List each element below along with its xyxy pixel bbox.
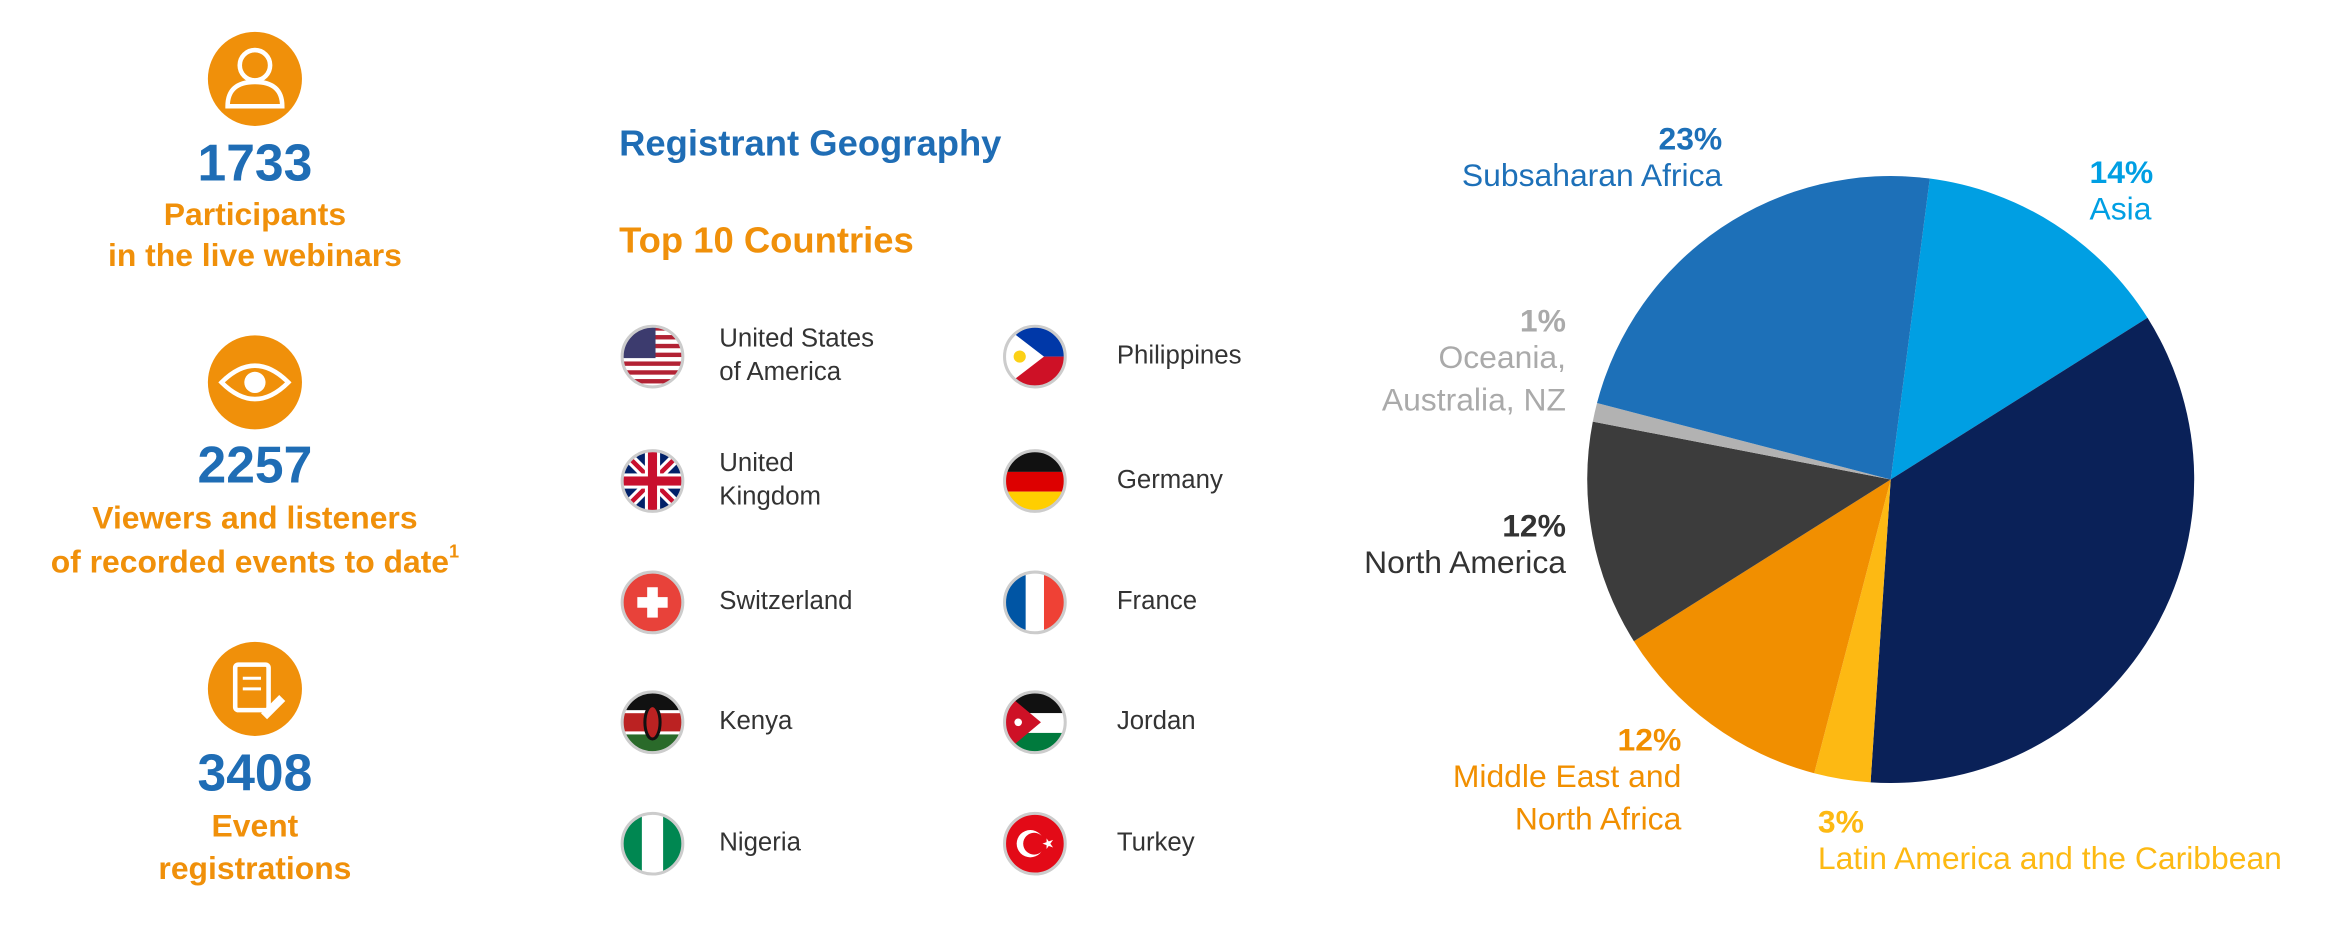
flag-part	[622, 361, 683, 366]
stat-label-line: Participants	[164, 196, 346, 232]
stat-label-line: Event	[212, 808, 299, 844]
country-name: Kenya	[719, 707, 793, 735]
flag-part	[647, 450, 658, 512]
pie-slice	[1592, 403, 1891, 480]
pie-slice	[1870, 317, 2195, 783]
flag-image	[622, 572, 683, 633]
stat-label: of recorded events to date1	[51, 541, 459, 580]
flag-border	[620, 570, 685, 635]
flag-border	[620, 811, 685, 876]
pie-slice	[1814, 479, 1891, 783]
country-flag	[620, 690, 685, 755]
stat-number: 2257	[198, 436, 313, 494]
flag-image	[622, 813, 683, 875]
stat-label: Viewers and listeners	[92, 500, 417, 536]
flag-part	[1025, 572, 1044, 633]
stat-number: 3408	[198, 744, 313, 802]
flag-part	[1023, 832, 1046, 855]
slice-percent: 3%	[1818, 803, 1864, 839]
country-name: of America	[719, 358, 841, 386]
country-name: United States	[719, 325, 874, 353]
stat-label-line: Viewers and listeners	[92, 500, 417, 536]
country-flag	[1003, 449, 1067, 513]
flag-image	[622, 450, 683, 512]
viewers-icon	[207, 335, 302, 430]
country-flag	[1003, 811, 1067, 876]
flag-part	[622, 379, 683, 384]
country-flag	[1003, 570, 1067, 635]
country-name: Switzerland	[719, 587, 852, 615]
slice-label: Latin America and the Caribbean	[1818, 840, 2282, 876]
participants-icon	[207, 31, 302, 126]
stat-label-line: registrations	[158, 850, 351, 886]
pie-slice	[1597, 176, 1930, 480]
flag-part	[1004, 471, 1066, 492]
slice-percent: 12%	[1502, 507, 1566, 543]
country-flag	[1003, 690, 1067, 755]
slice-label: Australia, NZ	[1382, 382, 1566, 418]
flag-part	[622, 370, 683, 375]
stat-label: in the live webinars	[108, 237, 402, 273]
slice-label: Middle East and	[1453, 758, 1681, 794]
country-name: Philippines	[1117, 341, 1242, 369]
flag-part	[1042, 838, 1054, 849]
registrations-icon	[207, 641, 302, 736]
slice-label: Oceania,	[1438, 339, 1566, 375]
country-name: Nigeria	[719, 828, 801, 856]
country-name: Jordan	[1117, 707, 1196, 735]
slice-percent: 1%	[1520, 303, 1566, 339]
country-name: United	[719, 449, 794, 477]
flag-part	[1004, 691, 1041, 753]
country-name: Turkey	[1117, 828, 1195, 856]
slice-percent: 12%	[1618, 721, 1682, 757]
flag-part	[647, 587, 658, 618]
country-flag	[620, 570, 685, 635]
pie-slice	[1890, 178, 2148, 480]
slice-label: North America	[1364, 544, 1566, 580]
flag-border	[1003, 690, 1067, 755]
stat-label-line: in the live webinars	[108, 237, 402, 273]
flag-border	[620, 449, 685, 513]
flag-part	[643, 704, 662, 741]
slice-label: North Africa	[1515, 800, 1682, 836]
section-subtitle: Top 10 Countries	[619, 219, 914, 260]
flag-border	[1003, 324, 1067, 389]
slice-label: Asia	[2089, 190, 2151, 226]
flag-border	[620, 690, 685, 755]
stat-number: 1733	[198, 134, 313, 192]
country-flag	[620, 324, 685, 389]
country-name: France	[1117, 587, 1197, 615]
flag-part	[1013, 350, 1026, 363]
slice-percent: 14%	[2089, 154, 2153, 190]
stat-label: Event	[212, 808, 299, 844]
stat-label: registrations	[158, 850, 351, 886]
flag-border	[620, 324, 685, 389]
slice-percent: 23%	[1659, 121, 1723, 157]
flag-image	[1004, 813, 1066, 875]
flag-image	[622, 326, 683, 384]
flag-border	[1003, 811, 1067, 876]
country-flag	[620, 811, 685, 876]
country-flag	[1003, 324, 1067, 389]
flag-part	[1014, 718, 1022, 727]
slice-label: Subsaharan Africa	[1462, 157, 1723, 193]
flag-border	[1003, 449, 1067, 513]
section-title: Registrant Geography	[619, 122, 1002, 163]
country-flag	[620, 449, 685, 513]
country-name: Germany	[1117, 466, 1223, 494]
country-name: Kingdom	[719, 483, 821, 511]
flag-border	[1003, 570, 1067, 635]
flag-image	[622, 691, 683, 753]
pie-slice	[1633, 479, 1891, 774]
footnote-mark: 1	[449, 541, 459, 561]
pie-slice	[1587, 421, 1891, 642]
stat-label-line: of recorded events to date	[51, 544, 449, 580]
stat-label: Participants	[164, 196, 346, 232]
